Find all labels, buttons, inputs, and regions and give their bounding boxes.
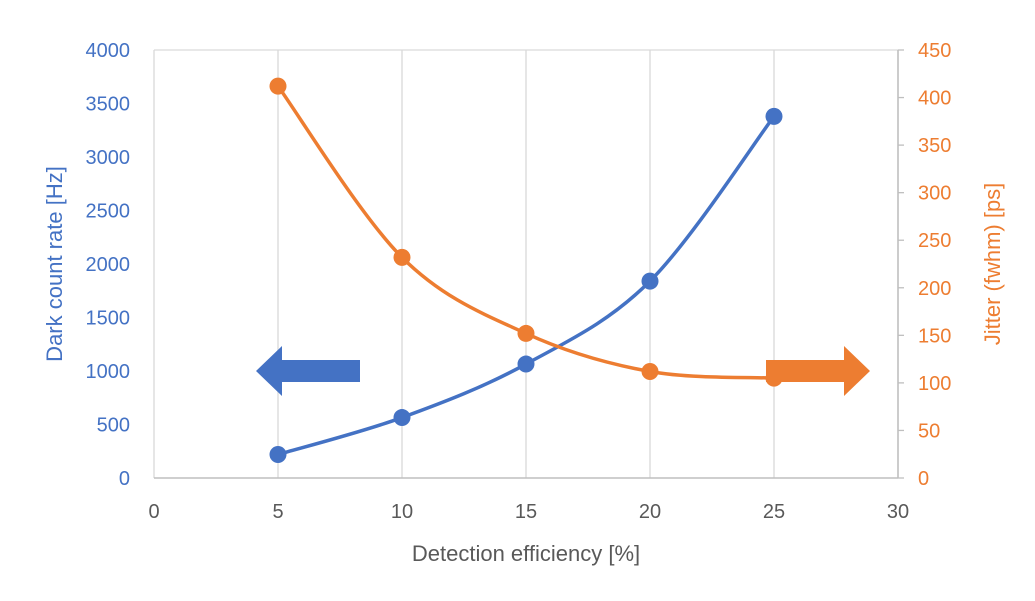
left-y-tick-label: 2000 [86,254,131,276]
left-y-axis-title: Dark count rate [Hz] [42,166,67,362]
right-axis-arrow [766,346,870,396]
right-y-tick-label: 150 [918,325,951,347]
right-y-tick-label: 300 [918,183,951,205]
left-y-tick-label: 1000 [86,361,131,383]
x-tick-label: 20 [639,501,661,523]
x-axis-title: Detection efficiency [%] [412,541,640,566]
jitter-data-point [641,362,659,380]
axis-arrows [256,346,870,396]
left-y-tick-label: 1500 [86,308,131,330]
right-y-axis-title: Jitter (fwhm) [ps] [980,183,1005,346]
left-y-tick-label: 2500 [86,201,131,223]
dark-count-data-point [765,107,783,125]
left-y-tick-label: 0 [119,468,130,490]
axes [154,49,904,479]
x-tick-label: 10 [391,501,413,523]
x-tick-label: 30 [887,501,909,523]
dark-count-series-line [277,115,776,457]
jitter-data-point [269,77,287,95]
jitter-data-point [393,248,411,266]
x-tick-label: 0 [148,501,159,523]
dark-count-data-point [269,445,287,463]
left-y-tick-label: 3500 [86,94,131,116]
right-y-tick-label: 200 [918,278,951,300]
left-y-tick-label: 4000 [86,40,131,62]
grid-lines [153,49,899,478]
x-tick-label: 5 [272,501,283,523]
left-axis-arrow [256,346,360,396]
dark-count-data-point [393,409,411,427]
right-y-tick-label: 50 [918,420,940,442]
left-y-tick-label: 3000 [86,147,131,169]
dark-count-data-point [641,272,659,290]
tick-labels: 0 5 10 15 20 25 300500100015002000250030003500… [86,40,952,523]
right-y-tick-label: 350 [918,135,951,157]
right-y-tick-label: 450 [918,40,951,62]
right-y-tick-label: 400 [918,88,951,110]
dark-count-data-point [517,355,535,373]
x-tick-label: 15 [515,501,537,523]
right-y-tick-label: 0 [918,468,929,490]
right-y-tick-label: 250 [918,230,951,252]
jitter-series-line [276,85,775,380]
x-tick-label: 25 [763,501,785,523]
left-y-tick-label: 500 [97,415,130,437]
right-y-tick-label: 100 [918,373,951,395]
jitter-data-point [517,324,535,342]
